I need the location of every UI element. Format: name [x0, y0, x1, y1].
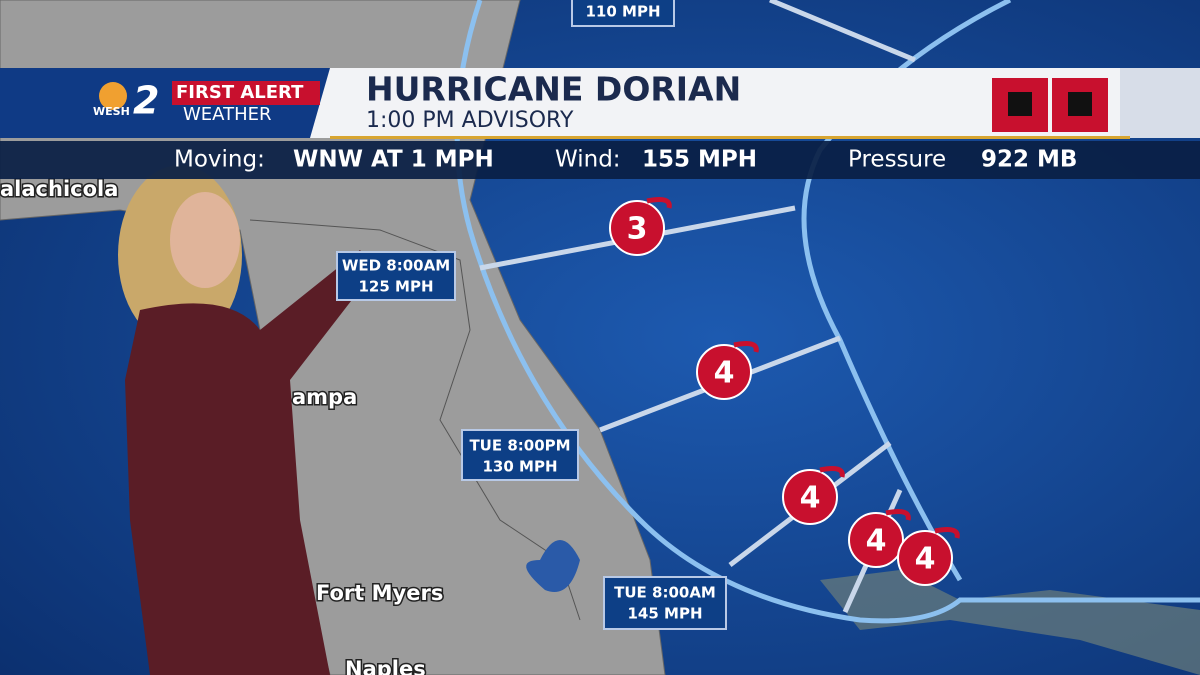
icon-square	[1008, 92, 1032, 116]
storm-tail	[934, 527, 960, 539]
channel-number: 2	[133, 79, 159, 123]
storm-icon	[696, 344, 752, 400]
forecast-box: 110 MPH	[571, 0, 675, 27]
storm-category: 3	[627, 212, 648, 247]
forecast-speed: 110 MPH	[585, 3, 660, 21]
accent-line	[330, 136, 1130, 139]
forecast-box: TUE 8:00PM 130 MPH	[461, 429, 579, 481]
storm-category: 4	[800, 481, 821, 516]
forecast-time: TUE 8:00PM	[469, 437, 570, 455]
title-panel-end	[1120, 68, 1200, 138]
peacock-logo	[99, 82, 127, 110]
ticker-value: WNW AT 1 MPH	[293, 147, 494, 173]
forecast-time: WED 8:00AM	[342, 257, 450, 275]
cone-east	[801, 0, 1012, 582]
ticker-value: 155 MPH	[642, 147, 757, 173]
weather-label: WEATHER	[183, 104, 272, 125]
city: ampa	[292, 385, 357, 409]
first-alert: FIRST ALERT	[176, 82, 304, 103]
title-panel	[310, 68, 1145, 138]
forecast-speed: 125 MPH	[358, 278, 433, 296]
storm-icon	[897, 530, 953, 586]
city: Naples	[345, 657, 426, 675]
subtitle: 1:00 PM ADVISORY	[366, 108, 574, 133]
storm-category: 4	[915, 542, 936, 577]
title: HURRICANE DORIAN	[366, 70, 741, 109]
ticker-value: 922 MB	[981, 147, 1077, 173]
storm-tail	[733, 341, 759, 353]
station-name: WESH	[93, 105, 130, 118]
forecast-box: TUE 8:00AM 145 MPH	[603, 576, 727, 630]
icon-square	[1068, 92, 1092, 116]
storm-icon	[782, 469, 838, 525]
city: alachicola	[0, 177, 118, 201]
presenter	[118, 165, 375, 675]
ticker-label: Pressure	[848, 147, 946, 173]
lake	[526, 540, 580, 592]
ticker-label: Moving:	[174, 147, 265, 173]
storm-tail	[819, 466, 845, 478]
city-labels: alachicola ampa Fort Myers Naples	[0, 176, 445, 675]
forecast-speed: 130 MPH	[482, 458, 557, 476]
storm-tail	[646, 197, 672, 209]
bahamas	[820, 570, 1200, 675]
first-alert-tag	[172, 81, 320, 105]
forecast-box: WED 8:00AM 125 MPH	[336, 251, 456, 301]
ticker-label: Wind:	[555, 147, 621, 173]
storm-icon	[609, 200, 665, 256]
storm-category: 4	[866, 524, 887, 559]
city: Fort Myers	[316, 581, 443, 605]
forecast-speed: 145 MPH	[627, 605, 702, 623]
ticker: Moving: WNW AT 1 MPH Wind: 155 MPH Press…	[0, 141, 1200, 179]
storm-icon	[848, 512, 904, 568]
storm-tail	[885, 509, 911, 521]
header-banner: WESH 2 FIRST ALERT WEATHER HURRICANE DOR…	[0, 68, 1200, 139]
storm-category: 4	[714, 356, 735, 391]
forecast-time: TUE 8:00AM	[614, 584, 716, 602]
